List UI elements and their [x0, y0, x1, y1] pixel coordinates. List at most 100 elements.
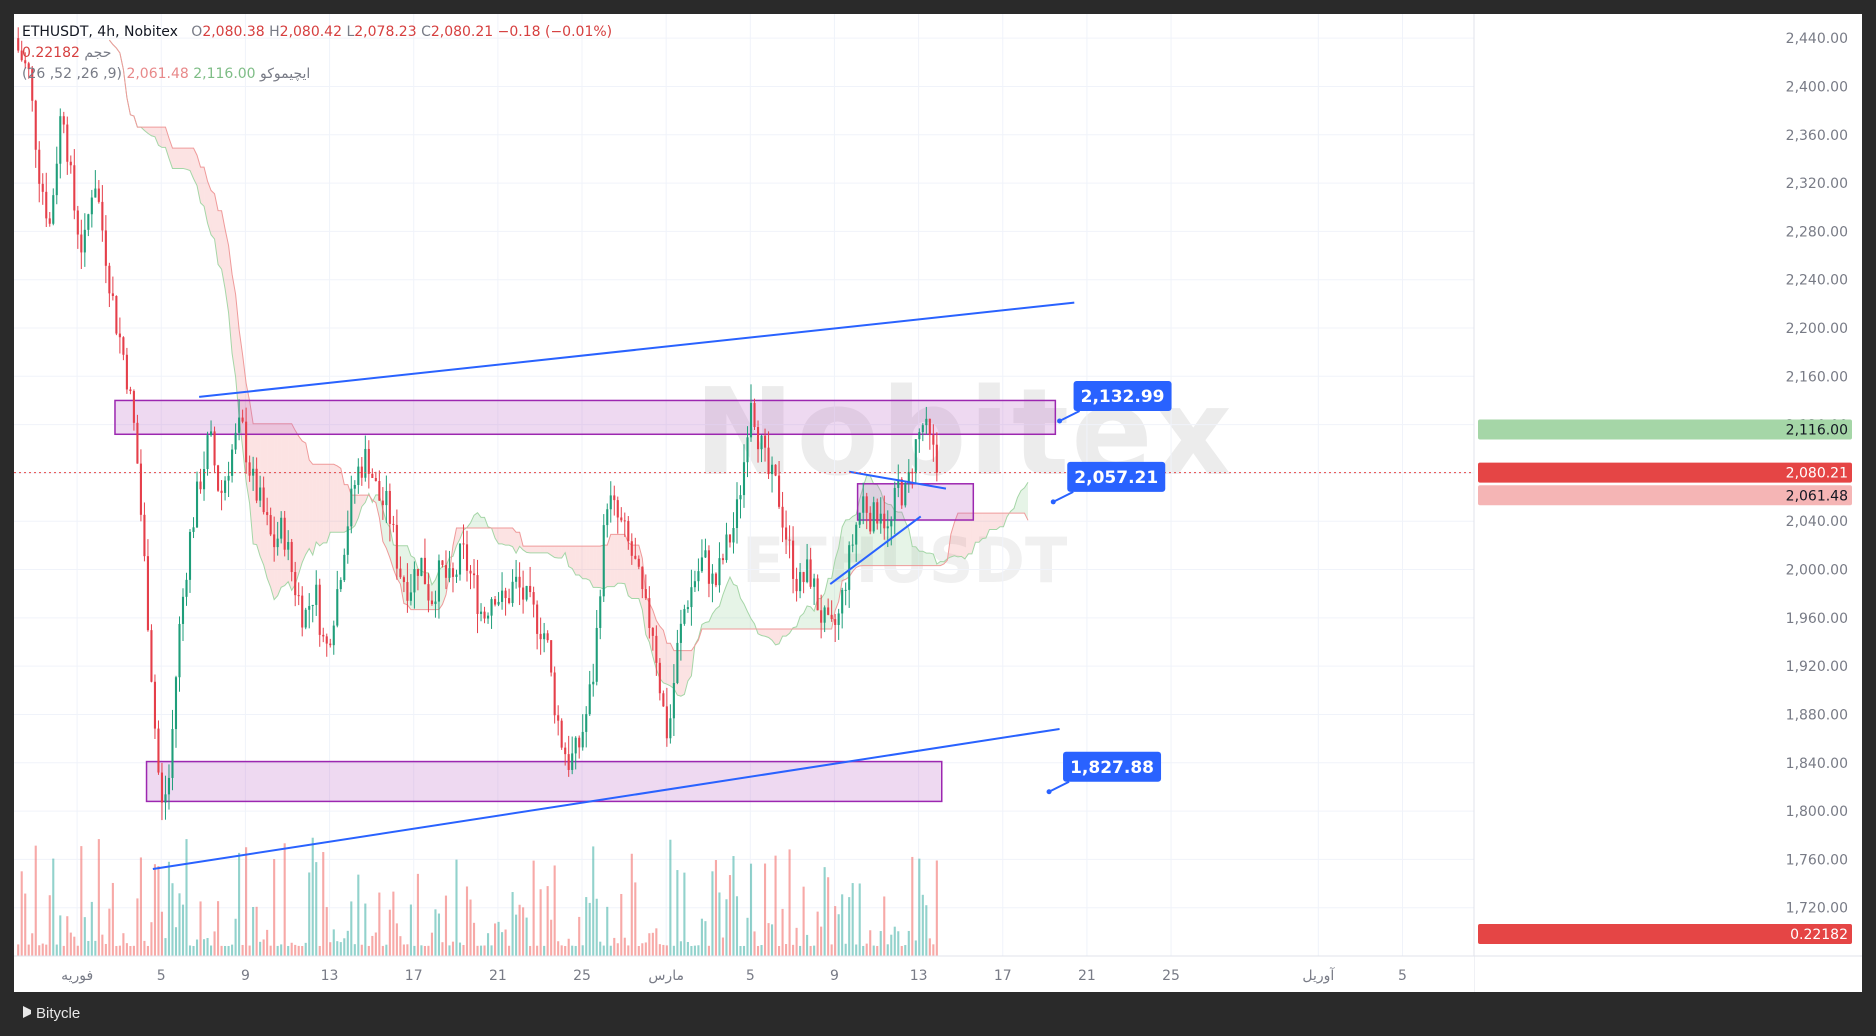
volume-bar — [122, 933, 125, 956]
candle-body — [31, 69, 34, 101]
volume-bar — [697, 945, 700, 956]
volume-bar — [273, 859, 276, 956]
candle-body — [658, 662, 661, 694]
candle-body — [585, 714, 588, 732]
candle-body — [87, 214, 90, 230]
legend-volume-label: حجم — [84, 45, 112, 61]
volume-bar — [322, 852, 325, 956]
candle-body — [234, 432, 237, 450]
volume-bar — [609, 945, 612, 956]
cloud-segment — [831, 559, 836, 630]
volume-bar — [409, 904, 412, 956]
chart-area[interactable]: Nobitex ETHUSDT 2,132.992,057.211,827.88… — [14, 14, 1862, 992]
volume-bar — [707, 945, 710, 956]
candle-body — [206, 435, 209, 470]
time-axis-bg — [14, 956, 1474, 992]
candle-body — [227, 475, 230, 481]
candle-body — [932, 434, 935, 445]
callout-box — [1063, 751, 1162, 782]
legend-symbol[interactable]: ETHUSDT, 4h, Nobitex — [22, 24, 178, 40]
volume-bar — [108, 908, 111, 956]
candle-body — [567, 754, 570, 770]
cloud-segment — [551, 546, 555, 558]
cloud-segment — [751, 618, 755, 630]
candle-body — [290, 541, 293, 573]
candle-body — [371, 473, 374, 478]
cloud-segment — [526, 546, 531, 553]
volume-bar — [686, 941, 689, 956]
candle-body — [90, 197, 93, 215]
volume-bar — [904, 945, 907, 956]
candle-body — [199, 481, 202, 490]
candle-body — [935, 444, 938, 473]
time-tick-label: 25 — [1162, 968, 1180, 984]
candle-body — [602, 525, 605, 597]
volume-bar — [171, 883, 174, 956]
cloud-segment — [782, 629, 787, 637]
volume-bar — [27, 944, 30, 956]
cloud-segment — [996, 513, 1000, 530]
candle-body — [231, 449, 234, 476]
cloud-segment — [481, 517, 485, 529]
candle-body — [73, 165, 76, 211]
candle-body — [497, 601, 500, 605]
candle-body — [648, 598, 651, 628]
volume-bar — [827, 877, 830, 956]
cloud-segment — [957, 513, 962, 557]
cloud-segment — [270, 423, 275, 600]
candle-body — [101, 201, 104, 231]
legend-ichimoku[interactable]: (26 ,52 ,26 ,9) ایچیموکو 2,116.00 2,061.… — [22, 64, 310, 84]
volume-bar — [346, 930, 349, 956]
chart-svg[interactable]: 2,132.99 2,057.21 1,827.88 1,720.00 1,760.00… — [14, 14, 1862, 992]
cloud-segment — [880, 491, 885, 566]
time-tick-label: 9 — [830, 968, 839, 984]
price-tick-label: 1,880.00 — [1786, 707, 1848, 723]
volume-bar — [80, 846, 83, 956]
volume-bar — [38, 945, 41, 956]
candle-body — [672, 683, 675, 719]
cloud-segment — [663, 630, 667, 685]
volume-bar — [770, 924, 774, 956]
candle-body — [399, 568, 402, 578]
price-tick-label: 1,920.00 — [1786, 659, 1848, 675]
cloud-segment — [926, 553, 930, 566]
volume-bar — [332, 929, 335, 956]
callout-pointer — [1048, 780, 1070, 793]
candle-body — [409, 592, 412, 601]
volume-bar — [336, 941, 339, 956]
volume-bar — [262, 939, 265, 956]
candle-body — [501, 590, 504, 602]
volume-bar — [767, 923, 770, 956]
price-label-text: 2,061.48 — [1786, 488, 1848, 504]
brand[interactable]: Bitycle — [22, 1005, 80, 1022]
legend-change: −0.18 (−0.01%) — [497, 24, 613, 40]
volume-bar — [87, 940, 90, 956]
cloud-segment — [800, 613, 804, 630]
cloud-segment — [719, 594, 723, 630]
volume-bar — [844, 943, 847, 956]
cloud-segment — [568, 546, 573, 569]
candle-body — [883, 513, 886, 529]
volume-bar — [101, 934, 104, 956]
volume-bar — [343, 938, 346, 956]
volume-bar — [595, 898, 598, 956]
candle-body — [178, 623, 181, 678]
volume-bar — [402, 944, 405, 956]
legend-volume[interactable]: حجم 0.22182 — [22, 43, 111, 63]
volume-bar — [399, 936, 402, 956]
volume-bar — [195, 939, 199, 956]
cloud-segment — [712, 608, 716, 630]
volume-bar — [202, 939, 206, 956]
volume-bar — [732, 856, 735, 956]
candle-body — [571, 753, 574, 770]
volume-bar — [630, 853, 633, 956]
volume-bar — [167, 861, 171, 956]
candle-body — [515, 576, 518, 582]
volume-bar — [876, 945, 879, 956]
volume-bar — [266, 929, 269, 956]
time-tick-label: 13 — [321, 968, 339, 984]
candle-body — [599, 596, 602, 628]
volume-bar — [914, 940, 917, 956]
candle-body — [283, 517, 286, 550]
volume-bar — [227, 945, 230, 956]
